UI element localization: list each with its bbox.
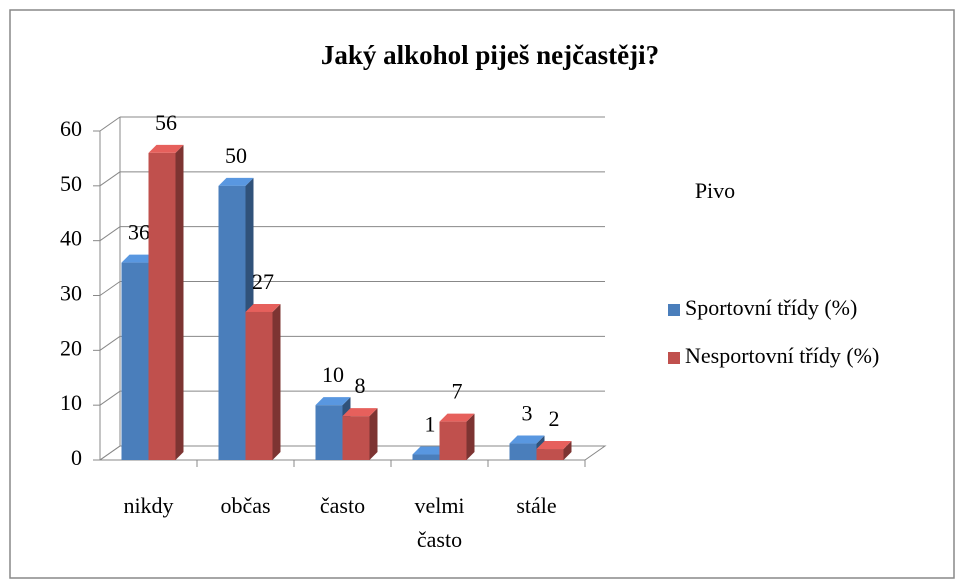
grid-line: [99, 116, 121, 132]
bar-side: [466, 413, 475, 460]
bar-top: [536, 441, 572, 450]
grid-line: [99, 390, 121, 406]
value-label: 10: [322, 362, 344, 387]
bar-side: [175, 144, 184, 460]
x-tick-label: nikdy: [123, 493, 173, 518]
bar-side: [272, 303, 281, 460]
grid-line: [99, 226, 121, 242]
y-tick-label: 10: [60, 390, 82, 415]
legend-swatch: [668, 304, 680, 316]
bar-top: [121, 254, 157, 263]
value-label: 2: [549, 406, 560, 431]
y-tick-label: 40: [60, 226, 82, 251]
bar: [148, 152, 176, 460]
grid-line: [99, 335, 121, 351]
grid-line: [99, 281, 121, 296]
bar: [121, 262, 149, 460]
bar: [315, 405, 343, 460]
value-label: 8: [355, 373, 366, 398]
legend-swatch: [668, 352, 680, 364]
bar-side: [563, 441, 572, 460]
value-label: 56: [155, 110, 177, 135]
annotation: Pivo: [695, 178, 735, 203]
bar-top: [509, 435, 545, 444]
bar: [439, 421, 467, 460]
x-tick-label: často: [320, 493, 365, 518]
x-tick-label: velmi často: [414, 493, 464, 552]
value-label: 36: [128, 220, 150, 245]
x-tick-label-line: často: [417, 527, 462, 552]
chart-title: Jaký alkohol piješ nejčastěji?: [321, 40, 659, 70]
bar-top: [342, 408, 378, 417]
value-label: 27: [252, 269, 274, 294]
bar-top: [245, 303, 281, 312]
bar: [245, 311, 273, 460]
y-tick-label: 30: [60, 281, 82, 306]
value-label: 50: [225, 143, 247, 168]
y-tick-label: 50: [60, 171, 82, 196]
y-tick-label: 20: [60, 335, 82, 360]
y-tick-label: 0: [71, 445, 82, 470]
grid-line: [99, 445, 121, 461]
bar-top: [439, 413, 475, 422]
bar: [342, 416, 370, 460]
grid-line: [99, 171, 121, 187]
bar: [536, 449, 564, 460]
y-tick-label: 60: [60, 116, 82, 141]
bar-top: [218, 177, 254, 186]
bar: [509, 443, 537, 460]
bar: [218, 185, 246, 461]
legend-label: Nesportovní třídy (%): [685, 343, 879, 368]
bar-side: [369, 408, 378, 460]
value-label: 3: [522, 401, 533, 426]
bar-top: [148, 144, 184, 153]
x-tick-label-line: velmi: [414, 493, 464, 518]
bar-top: [315, 397, 351, 406]
legend-label: Sportovní třídy (%): [685, 295, 857, 320]
x-tick-label: občas: [220, 493, 270, 518]
bar-top: [412, 446, 448, 455]
bar: [412, 454, 440, 460]
value-label: 7: [452, 379, 463, 404]
x-tick-label: stále: [516, 493, 556, 518]
value-label: 1: [425, 412, 436, 437]
